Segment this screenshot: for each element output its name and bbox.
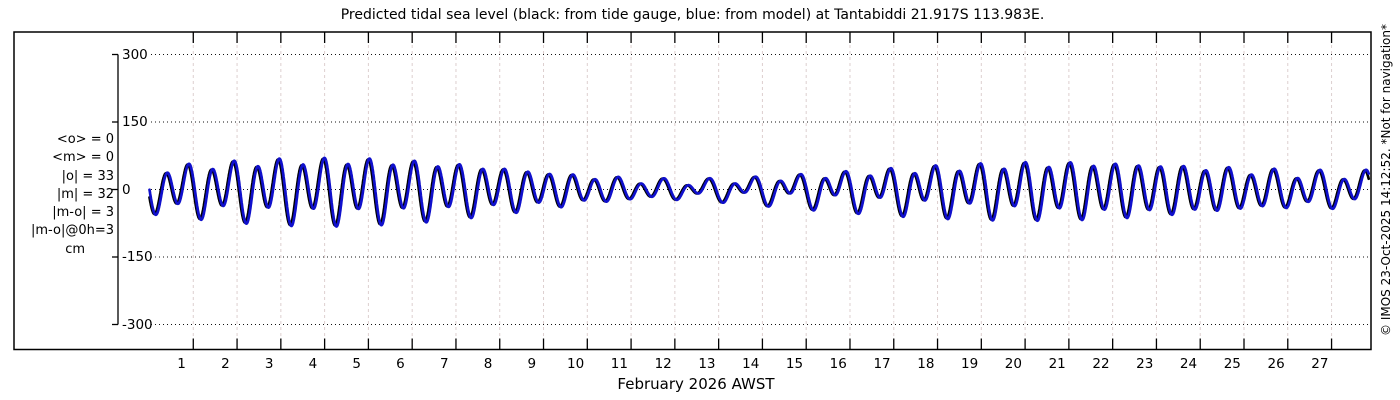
x-tick-label: 13 xyxy=(698,356,716,372)
x-tick-label: 14 xyxy=(742,356,760,372)
plot-frame xyxy=(13,31,1372,351)
x-tick-label: 6 xyxy=(396,356,405,372)
stat-line-abs-diff: |m-o| = 3 xyxy=(52,205,114,221)
x-tick-label: 18 xyxy=(917,356,935,372)
plot-title: Predicted tidal sea level (black: from t… xyxy=(340,7,1045,23)
x-tick-label: 26 xyxy=(1267,356,1285,372)
x-tick-label: 21 xyxy=(1048,356,1066,372)
x-tick-label: 2 xyxy=(221,356,230,372)
x-tick-label: 10 xyxy=(567,356,585,372)
x-tick-label: 8 xyxy=(483,356,493,372)
stat-line-unit: cm xyxy=(65,241,85,257)
y-tick-label: -150 xyxy=(122,249,153,265)
stats-panel: <o> = 0 <m> = 0 |o| = 33 |m| = 32 |m-o| … xyxy=(0,131,114,259)
tide-curve-model xyxy=(148,156,1371,228)
x-tick-label: 22 xyxy=(1092,356,1110,372)
stat-line-abs-model: |m| = 32 xyxy=(56,186,114,202)
x-tick-label: 15 xyxy=(785,356,804,372)
x-tick-label: 16 xyxy=(829,356,847,372)
stat-line-abs-observed: |o| = 33 xyxy=(61,168,114,184)
x-tick-label: 19 xyxy=(961,356,979,372)
x-tick-label: 20 xyxy=(1004,356,1022,372)
x-tick-label: 17 xyxy=(873,356,891,372)
x-tick-label: 23 xyxy=(1136,356,1154,372)
x-tick-label: 11 xyxy=(610,356,628,372)
x-tick-label: 3 xyxy=(264,356,274,372)
x-tick-label: 5 xyxy=(352,356,361,372)
x-tick-label: 12 xyxy=(654,356,672,372)
stat-line-mean-model: <m> = 0 xyxy=(52,150,114,166)
stat-line-mean-observed: <o> = 0 xyxy=(56,132,114,147)
x-tick-label: 4 xyxy=(308,356,318,372)
stat-line-abs-diff-0h: |m-o|@0h=3 xyxy=(31,223,114,239)
y-tick-label: 300 xyxy=(122,46,148,63)
y-tick-label: -300 xyxy=(122,316,153,333)
y-tick-label: 150 xyxy=(122,114,148,130)
y-tick-label: 0 xyxy=(122,181,131,198)
x-tick-label: 9 xyxy=(527,356,537,372)
x-tick-label: 24 xyxy=(1179,356,1198,372)
x-tick-label: 27 xyxy=(1311,356,1329,372)
copyright-watermark: © IMOS 23-Oct-2025 14:12:52. *Not for na… xyxy=(1379,24,1393,336)
x-axis-title: February 2026 AWST xyxy=(617,375,775,393)
x-tick-label: 1 xyxy=(177,356,186,372)
x-tick-label: 7 xyxy=(439,356,449,372)
x-tick-label: 25 xyxy=(1223,356,1241,372)
